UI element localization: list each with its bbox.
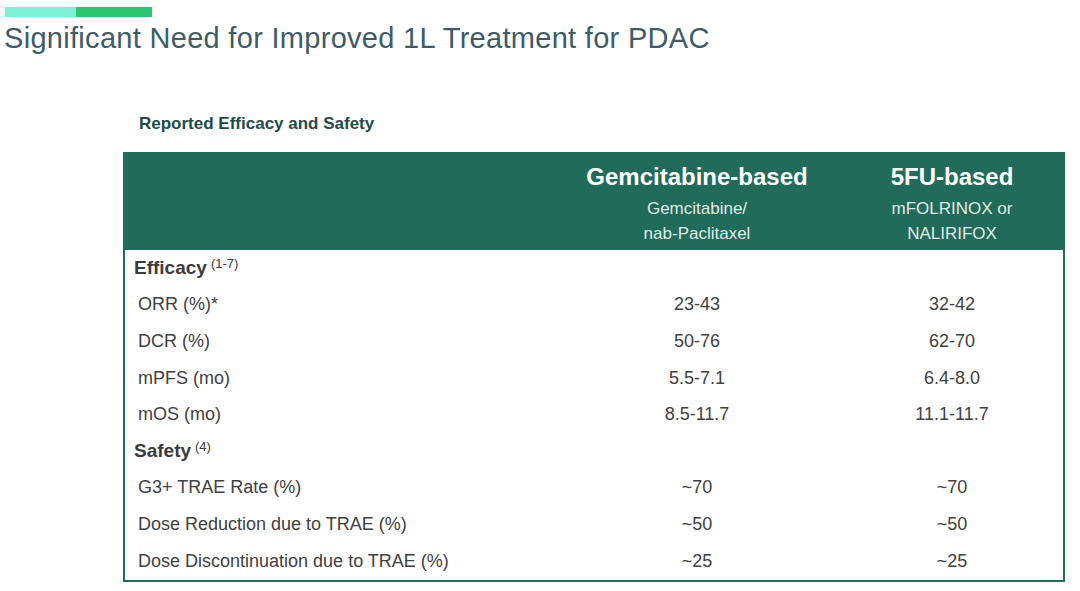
slide-title: Significant Need for Improved 1L Treatme… — [4, 22, 710, 55]
row-label: mPFS (mo) — [125, 368, 553, 389]
row-label: DCR (%) — [125, 331, 553, 352]
column-subheader-5fu: mFOLRINOX or NALIRIFOX — [841, 196, 1063, 246]
fu-value-cell: ~70 — [841, 477, 1063, 498]
gemcitabine-value-cell: 50-76 — [553, 331, 841, 352]
gemcitabine-value-cell: 23-43 — [553, 294, 841, 315]
header-cell-empty — [125, 154, 553, 250]
column-header-gemcitabine: Gemcitabine-based — [553, 162, 841, 192]
fu-value-cell: ~25 — [841, 551, 1063, 572]
gemcitabine-value-cell: ~25 — [553, 551, 841, 572]
gemcitabine-value-cell: ~50 — [553, 514, 841, 535]
gemcitabine-value-cell: 8.5-11.7 — [553, 404, 841, 425]
table-data-row: Dose Reduction due to TRAE (%)~50~50 — [125, 506, 1063, 543]
column-header-5fu: 5FU-based — [841, 162, 1063, 192]
gemcitabine-value-cell: 5.5-7.1 — [553, 368, 841, 389]
fu-value-cell: 11.1-11.7 — [841, 404, 1063, 425]
table-body: Efficacy(1-7)ORR (%)*23-4332-42DCR (%)50… — [125, 250, 1063, 579]
accent-bar — [5, 7, 152, 17]
row-label: G3+ TRAE Rate (%) — [125, 477, 553, 498]
row-label: ORR (%)* — [125, 294, 553, 315]
accent-bar-light-segment — [5, 7, 76, 17]
table-section-row: Efficacy(1-7) — [125, 250, 1063, 287]
fu-value-cell: ~50 — [841, 514, 1063, 535]
table-data-row: Dose Discontinuation due to TRAE (%)~25~… — [125, 543, 1063, 580]
row-label: Efficacy(1-7) — [125, 257, 553, 279]
table-section-row: Safety(4) — [125, 433, 1063, 470]
row-label: Dose Reduction due to TRAE (%) — [125, 514, 553, 535]
header-cell-5fu: 5FU-based mFOLRINOX or NALIRIFOX — [841, 154, 1063, 250]
table-data-row: G3+ TRAE Rate (%)~70~70 — [125, 470, 1063, 507]
table-header-row: Gemcitabine-based Gemcitabine/ nab-Pacli… — [125, 154, 1063, 250]
row-label-superscript: (1-7) — [211, 256, 238, 271]
table-data-row: ORR (%)*23-4332-42 — [125, 287, 1063, 324]
table-data-row: mPFS (mo)5.5-7.16.4-8.0 — [125, 360, 1063, 397]
fu-value-cell: 32-42 — [841, 294, 1063, 315]
fu-value-cell: 6.4-8.0 — [841, 368, 1063, 389]
row-label: Dose Discontinuation due to TRAE (%) — [125, 551, 553, 572]
efficacy-safety-table: Gemcitabine-based Gemcitabine/ nab-Pacli… — [123, 152, 1065, 582]
table-data-row: DCR (%)50-7662-70 — [125, 323, 1063, 360]
table-subtitle: Reported Efficacy and Safety — [139, 114, 374, 134]
accent-bar-green-segment — [76, 7, 152, 17]
fu-value-cell: 62-70 — [841, 331, 1063, 352]
column-subheader-gemcitabine: Gemcitabine/ nab-Paclitaxel — [553, 196, 841, 246]
gemcitabine-value-cell: ~70 — [553, 477, 841, 498]
row-label: mOS (mo) — [125, 404, 553, 425]
row-label-superscript: (4) — [195, 439, 211, 454]
row-label: Safety(4) — [125, 440, 553, 462]
table-data-row: mOS (mo)8.5-11.711.1-11.7 — [125, 396, 1063, 433]
header-cell-gemcitabine: Gemcitabine-based Gemcitabine/ nab-Pacli… — [553, 154, 841, 250]
